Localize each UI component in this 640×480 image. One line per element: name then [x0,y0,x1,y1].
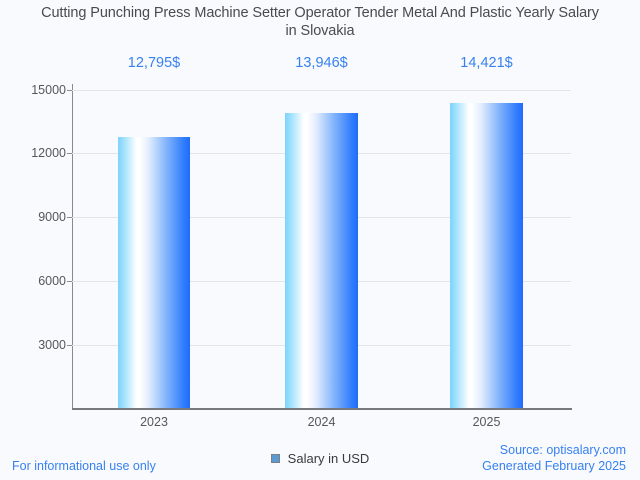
y-tick-label-3000: 3000 [38,338,66,352]
bar-value-label-2025: 14,421$ [460,55,513,71]
y-tick-label-6000: 6000 [38,274,66,288]
footer-disclaimer: For informational use only [12,459,156,473]
chart-title-line-1: Cutting Punching Press Machine Setter Op… [41,5,599,21]
y-tick-label-9000: 9000 [38,210,66,224]
chart-title-line-2: in Slovakia [285,23,355,39]
tick-mark-3000 [67,345,72,346]
legend-swatch-icon [270,454,280,463]
bar-2024[interactable] [285,113,358,408]
x-tick-label-2025: 2025 [472,415,501,429]
gridline-15000 [67,90,571,91]
footer-generated: Generated February 2025 [482,459,626,473]
bar-2023[interactable] [118,137,190,408]
x-tick-label-2023: 2023 [140,415,168,429]
x-axis-line [72,408,572,410]
chart-title: Cutting Punching Press Machine Setter Op… [0,4,640,40]
footer-source-block: Source: optisalary.com Generated Februar… [482,442,626,474]
footer-source[interactable]: Source: optisalary.com [499,443,626,457]
y-axis-line [72,84,73,409]
bar-value-label-2024: 13,946$ [295,55,348,71]
tick-mark-6000 [67,281,72,282]
y-tick-label-12000: 12000 [31,146,66,160]
legend-item-label[interactable]: Salary in USD [287,451,370,466]
tick-mark-12000 [67,153,72,154]
bar-2025[interactable] [450,103,523,408]
tick-mark-15000 [67,90,72,91]
x-tick-label-2024: 2024 [307,415,336,429]
y-tick-label-15000: 15000 [31,83,66,97]
plot-area [67,90,571,408]
tick-mark-9000 [67,217,72,218]
chart-legend: Salary in USD [0,451,640,466]
bar-value-label-2023: 12,795$ [127,55,181,71]
